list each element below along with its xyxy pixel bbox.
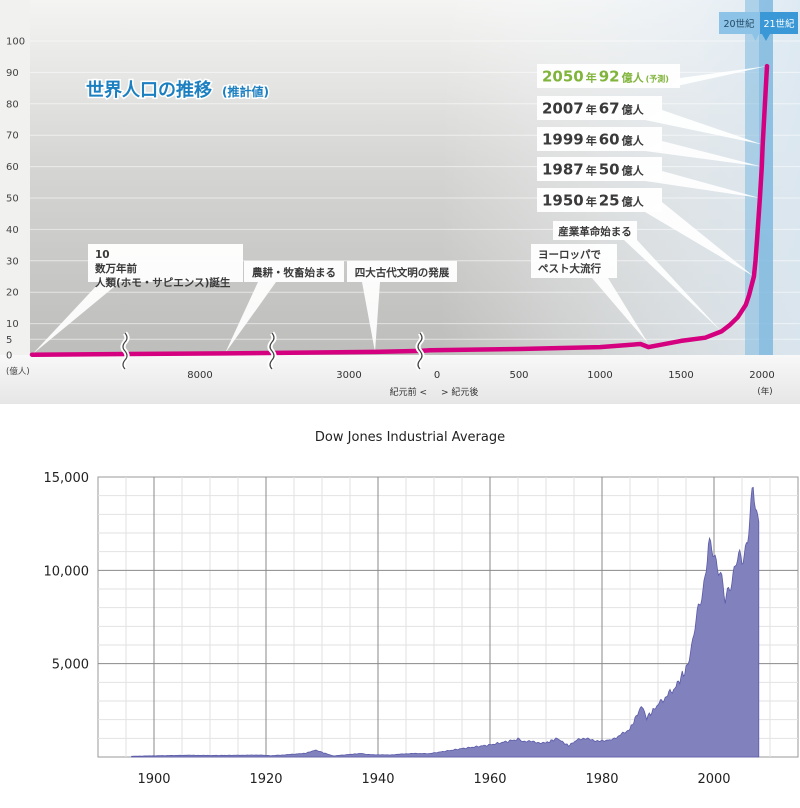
century-tag-pointer: [752, 34, 759, 41]
dow-y-axis: 15,000 10,000 5,000: [44, 471, 90, 673]
callout-pointer: [645, 202, 754, 277]
callout-label: 1999 年 60 億人: [542, 131, 645, 149]
population-y-tick-label: 70: [6, 131, 19, 142]
callout-box: [531, 244, 617, 278]
callout-pointer: [225, 282, 276, 354]
population-y-tick-label: 5: [6, 335, 12, 346]
callout-pointer: [592, 278, 649, 345]
population-y-tick-label: 10: [6, 319, 19, 330]
population-x-tick-label: 2000: [749, 370, 774, 381]
axis-break-mark: [417, 332, 423, 370]
callout-box: [537, 127, 662, 151]
population-y-tick-label: 80: [6, 99, 19, 110]
dow-x-tick-label: 1960: [473, 772, 506, 787]
callout-box: [244, 261, 344, 282]
population-y-tick-label: 90: [6, 68, 19, 79]
callout-label: 2007 年 67 億人: [542, 100, 645, 118]
axis-break-mark: [122, 332, 128, 370]
callout-label: 農耕・牧畜始まる: [252, 266, 336, 279]
callout-pointer: [645, 110, 763, 145]
dow-x-tick-label: 1900: [137, 772, 170, 787]
dow-y-tick-label: 10,000: [44, 564, 90, 579]
century-tag-pointer: [762, 34, 770, 41]
era-label-bc: 紀元前 <: [390, 386, 427, 398]
callout-pointer: [624, 240, 722, 332]
callout-label: 2050 年 92 億人 (予測): [542, 68, 669, 86]
callout-box: [553, 221, 637, 240]
callout-label: ヨーロッパでペスト大流行: [538, 249, 601, 275]
callout-box: [537, 157, 662, 181]
population-series-line: [29, 63, 770, 357]
callout-box: [347, 261, 457, 282]
century-band-21: [759, 0, 773, 355]
dow-series-area: [131, 486, 760, 758]
callout-pointer: [645, 171, 760, 198]
population-y-tick-label: 100: [6, 37, 25, 48]
population-x-tick-label: 8000: [187, 370, 212, 381]
population-x-tick-label: 500: [509, 370, 528, 381]
axis-break-marks: [120, 331, 425, 371]
callout-label: 10 数万年前人類(ホモ・サピエンス)誕生: [94, 249, 231, 289]
callout-pointer: [645, 141, 762, 167]
population-axis-band: [0, 355, 800, 404]
dow-x-tick-label: 1980: [585, 772, 618, 787]
dow-gridlines: [98, 477, 798, 757]
callout-box: [537, 64, 680, 88]
population-y-tick-label: 30: [6, 256, 19, 267]
population-x-tick-label: 3000: [336, 370, 361, 381]
callout-label: 1987 年 50 億人: [542, 161, 645, 179]
century-label-21: 21世紀: [763, 18, 795, 30]
population-chart-subtitle: (推計値): [222, 84, 269, 99]
population-x-tick-label: 1000: [587, 370, 612, 381]
callout-pointer: [668, 66, 767, 88]
callout-pointer: [32, 282, 120, 355]
era-label-ad: > 紀元後: [441, 386, 478, 398]
dow-x-axis: 1900 1920 1940 1960 1980 2000: [137, 772, 730, 787]
dow-x-tick-label: 2000: [697, 772, 730, 787]
population-x-axis-label: (年): [757, 386, 772, 397]
callout-box: [537, 96, 662, 120]
population-x-tick-label: 0: [434, 370, 440, 381]
century-label-20: 20世紀: [723, 18, 755, 30]
callout-label: 四大古代文明の発展: [355, 266, 450, 279]
population-chart-title: 世界人口の推移: [86, 79, 212, 101]
dow-y-tick-label: 5,000: [52, 658, 89, 673]
dow-jones-chart-title: Dow Jones Industrial Average: [315, 430, 505, 445]
population-y-tick-label: 40: [6, 225, 19, 236]
population-y-axis-label: (億人): [6, 366, 30, 377]
century-tag-21: [760, 12, 798, 34]
callout-pointer: [362, 282, 380, 352]
callout-box: [537, 188, 662, 212]
callout-label: 産業革命始まる: [558, 225, 632, 238]
callout-box: [88, 244, 243, 282]
population-y-tick-label: 20: [6, 288, 19, 299]
population-x-axis: 8000 3000 0 500 1000 1500 2000 紀元前 < > 紀元後 (年): [187, 370, 774, 398]
population-x-tick-label: 1500: [668, 370, 693, 381]
century-tag-20: [719, 12, 759, 34]
dow-x-tick-label: 1940: [361, 772, 394, 787]
population-y-tick-label: 50: [6, 194, 19, 205]
dow-x-tick-label: 1920: [249, 772, 282, 787]
axis-break-mark: [269, 332, 275, 370]
dow-jones-chart: Dow Jones Industrial Average 15,000 10,00…: [44, 430, 799, 787]
population-callouts: 2050 年 92 億人 (予測) 2007 年 67 億人 1999 年 60 億人 1987 年 50 億人…: [32, 64, 767, 355]
dow-y-tick-label: 15,000: [44, 471, 90, 486]
population-y-tick-label: 0: [6, 351, 12, 362]
population-y-tick-label: 60: [6, 162, 19, 173]
callout-label: 1950 年 25 億人: [542, 192, 645, 210]
